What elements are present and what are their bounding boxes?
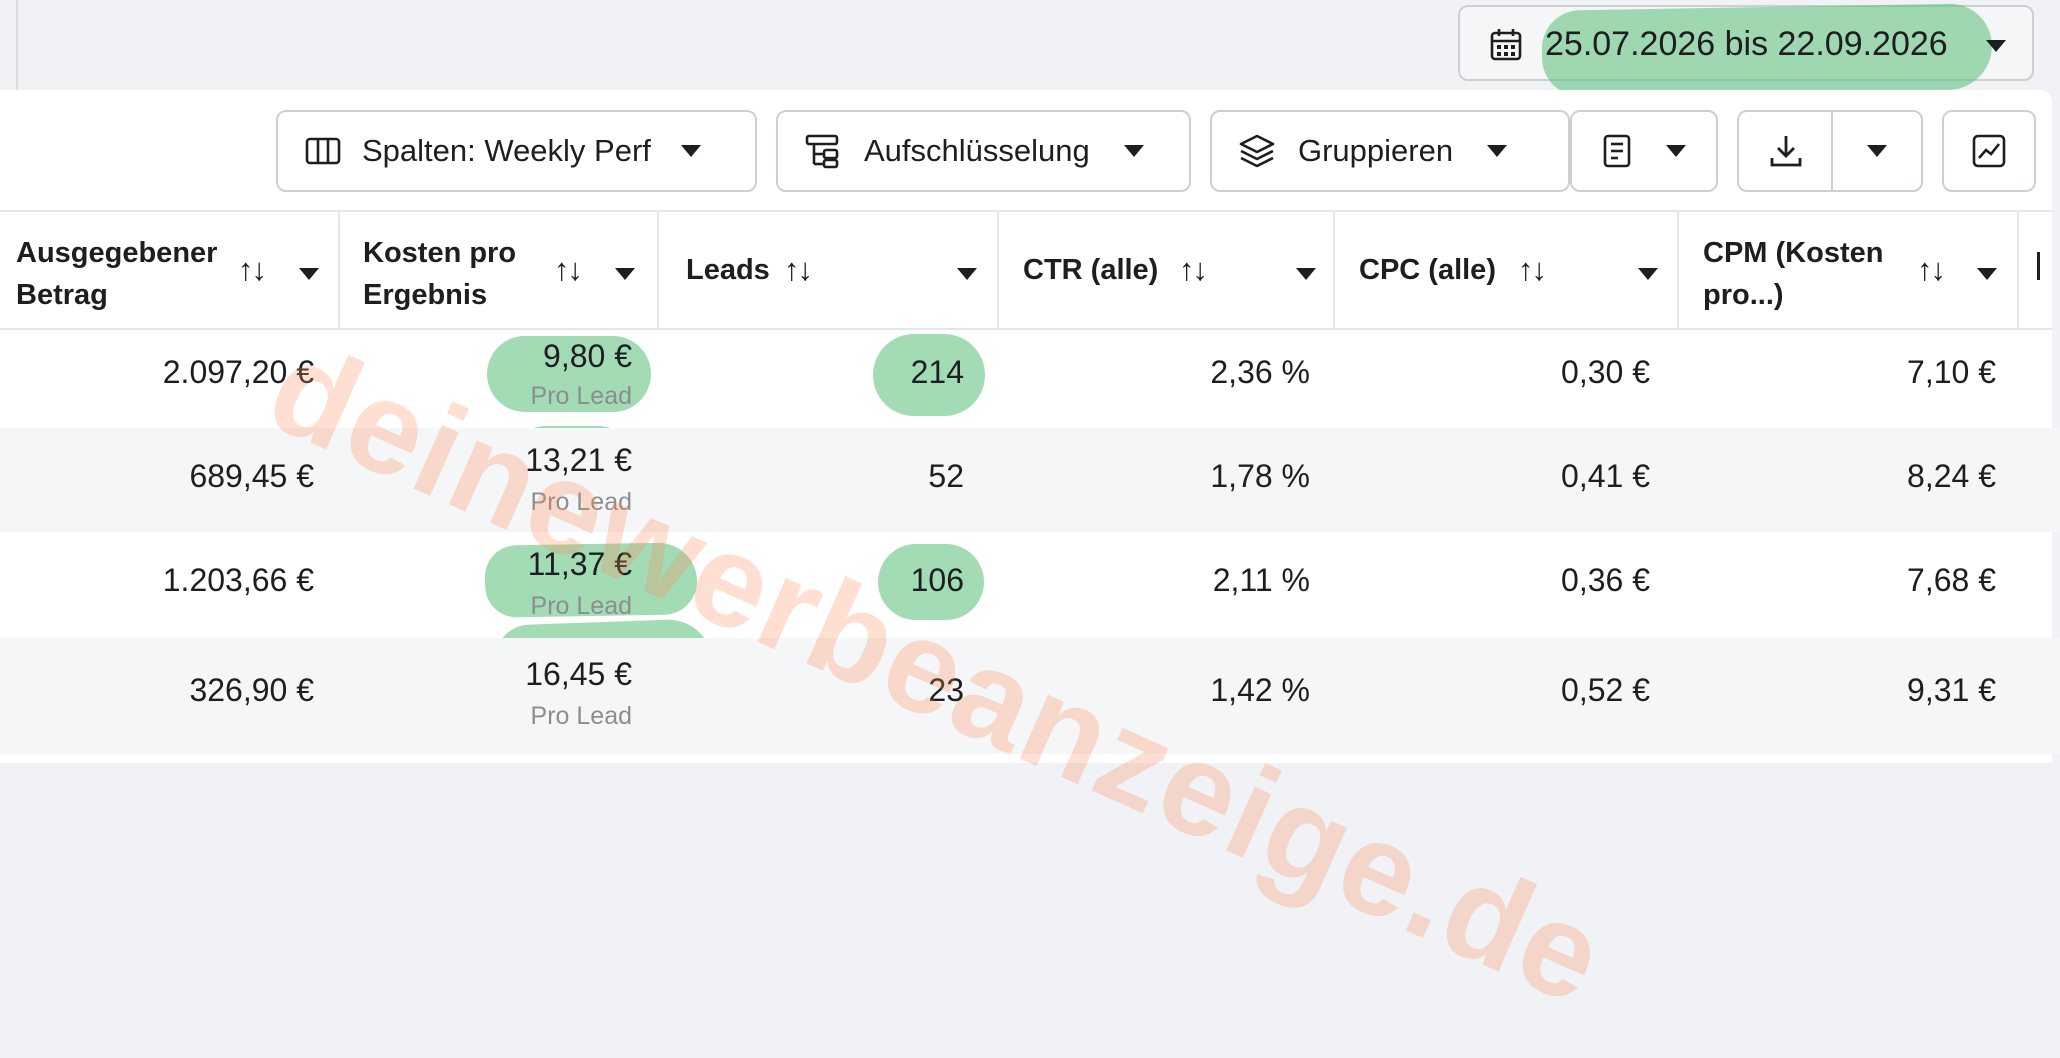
column-header-ctr[interactable]: CTR (alle) ↑↓ — [999, 212, 1335, 328]
table-header: Ausgegebener Betrag ↑↓ Kosten pro Ergebn… — [0, 210, 2052, 330]
column-label: Ausgegebener Betrag — [16, 237, 218, 311]
sort-icon[interactable]: ↑↓ — [554, 252, 583, 287]
ctr-cell: 2,11 % — [1212, 562, 1310, 598]
spend-cell: 326,90 € — [189, 672, 314, 708]
highlight-mark — [878, 544, 984, 620]
chevron-down-icon — [1666, 145, 1686, 157]
leads-cell: 52 — [928, 458, 964, 494]
cpm-cell: 8,24 € — [1907, 458, 1996, 494]
cpm-cell: 9,31 € — [1907, 672, 1996, 708]
sort-icon[interactable]: ↑↓ — [1518, 252, 1547, 287]
column-label: CTR (alle) — [1023, 254, 1159, 286]
ctr-cell: 1,42 % — [1210, 672, 1310, 708]
column-header-leads[interactable]: Leads ↑↓ — [659, 212, 999, 328]
sort-icon[interactable]: ↑↓ — [238, 252, 267, 287]
ctr-cell: 1,78 % — [1210, 458, 1310, 494]
column-header-cost-per-result[interactable]: Kosten pro Ergebnis ↑↓ — [340, 212, 659, 328]
highlight-mark — [873, 334, 985, 416]
chart-icon — [1972, 134, 2006, 168]
breakdown-label: Aufschlüsselung — [864, 133, 1090, 168]
next-column-edge — [2037, 252, 2040, 280]
sort-icon[interactable]: ↑↓ — [1917, 252, 1946, 287]
leads-cell: 214 — [910, 354, 964, 390]
chevron-down-icon[interactable] — [1296, 268, 1316, 280]
highlight-mark — [487, 336, 651, 412]
column-header-spend[interactable]: Ausgegebener Betrag ↑↓ — [0, 212, 340, 328]
chevron-down-icon[interactable] — [299, 268, 319, 280]
cost-per-result-cell: 9,80 € — [543, 338, 632, 374]
group-button[interactable]: Gruppieren — [1210, 110, 1570, 192]
chevron-down-icon — [1487, 145, 1508, 157]
table-row[interactable]: 326,90 € 16,45 € Pro Lead 23 1,42 % 0,52… — [0, 638, 2060, 754]
chevron-down-icon — [1123, 145, 1144, 157]
cpc-cell: 0,36 € — [1561, 562, 1650, 598]
report-icon — [1603, 134, 1631, 168]
date-range-label: 25.07.2026 bis 22.09.2026 — [1545, 25, 1948, 63]
table-row[interactable]: 689,45 € 13,21 € Pro Lead 52 1,78 % 0,41… — [0, 428, 2060, 532]
cpc-cell: 0,30 € — [1561, 354, 1650, 390]
chevron-down-icon[interactable] — [615, 268, 635, 280]
result-type-label: Pro Lead — [530, 488, 632, 516]
cpm-cell: 7,68 € — [1907, 562, 1996, 598]
table-row[interactable]: 1.203,66 € 11,37 € Pro Lead 106 2,11 % 0… — [0, 532, 2060, 636]
column-label: Leads — [686, 254, 770, 286]
column-header-cpc[interactable]: CPC (alle) ↑↓ — [1335, 212, 1679, 328]
result-type-label: Pro Lead — [530, 592, 632, 620]
spend-cell: 1.203,66 € — [162, 562, 314, 598]
column-label: Kosten pro Ergebnis — [363, 237, 517, 311]
result-type-label: Pro Lead — [530, 702, 632, 730]
column-label: CPC (alle) — [1359, 254, 1496, 286]
top-bar: 25.07.2026 bis 22.09.2026 — [0, 0, 2060, 97]
table-row[interactable]: 2.097,20 € 9,80 € Pro Lead 214 2,36 % 0,… — [0, 324, 2060, 428]
cost-per-result-cell: 16,45 € — [525, 656, 632, 692]
cpc-cell: 0,41 € — [1561, 458, 1650, 494]
columns-button[interactable]: Spalten: Weekly Perf — [276, 110, 757, 192]
calendar-icon — [1490, 29, 1522, 61]
chevron-down-icon[interactable] — [1977, 268, 1997, 280]
column-header-next[interactable] — [2019, 212, 2060, 328]
chart-button[interactable] — [1942, 110, 2036, 192]
leads-cell: 106 — [910, 562, 964, 598]
cost-per-result-cell: 11,37 € — [527, 546, 632, 582]
sort-icon[interactable]: ↑↓ — [1179, 252, 1208, 287]
columns-icon — [305, 137, 341, 165]
sort-icon[interactable]: ↑↓ — [784, 252, 813, 287]
export-split-button[interactable] — [1737, 110, 1923, 192]
left-edge — [0, 0, 18, 90]
column-label: CPM (Kosten pro...) — [1703, 237, 1884, 311]
chevron-down-icon[interactable] — [957, 268, 977, 280]
result-type-label: Pro Lead — [530, 382, 632, 410]
cpc-cell: 0,52 € — [1561, 672, 1650, 708]
date-range-picker[interactable]: 25.07.2026 bis 22.09.2026 — [1458, 3, 2034, 97]
chevron-down-icon[interactable] — [1867, 145, 1887, 157]
group-label: Gruppieren — [1298, 133, 1454, 168]
split-divider — [1831, 112, 1833, 190]
report-menu-button[interactable] — [1570, 110, 1718, 192]
breakdown-button[interactable]: Aufschlüsselung — [776, 110, 1191, 192]
cost-per-result-cell: 13,21 € — [525, 442, 632, 478]
layers-icon — [1239, 134, 1275, 168]
column-header-cpm[interactable]: CPM (Kosten pro...) ↑↓ — [1679, 212, 2019, 328]
chevron-down-icon[interactable] — [1638, 268, 1658, 280]
spend-cell: 2.097,20 € — [162, 354, 314, 390]
breakdown-icon — [805, 134, 839, 169]
ctr-cell: 2,36 % — [1210, 354, 1310, 390]
columns-label: Spalten: Weekly Perf — [362, 133, 651, 168]
cpm-cell: 7,10 € — [1907, 354, 1996, 390]
chevron-down-icon — [1986, 40, 2006, 52]
chevron-down-icon — [680, 145, 701, 157]
download-icon[interactable] — [1767, 132, 1805, 170]
leads-cell: 23 — [928, 672, 964, 708]
spend-cell: 689,45 € — [189, 458, 314, 494]
